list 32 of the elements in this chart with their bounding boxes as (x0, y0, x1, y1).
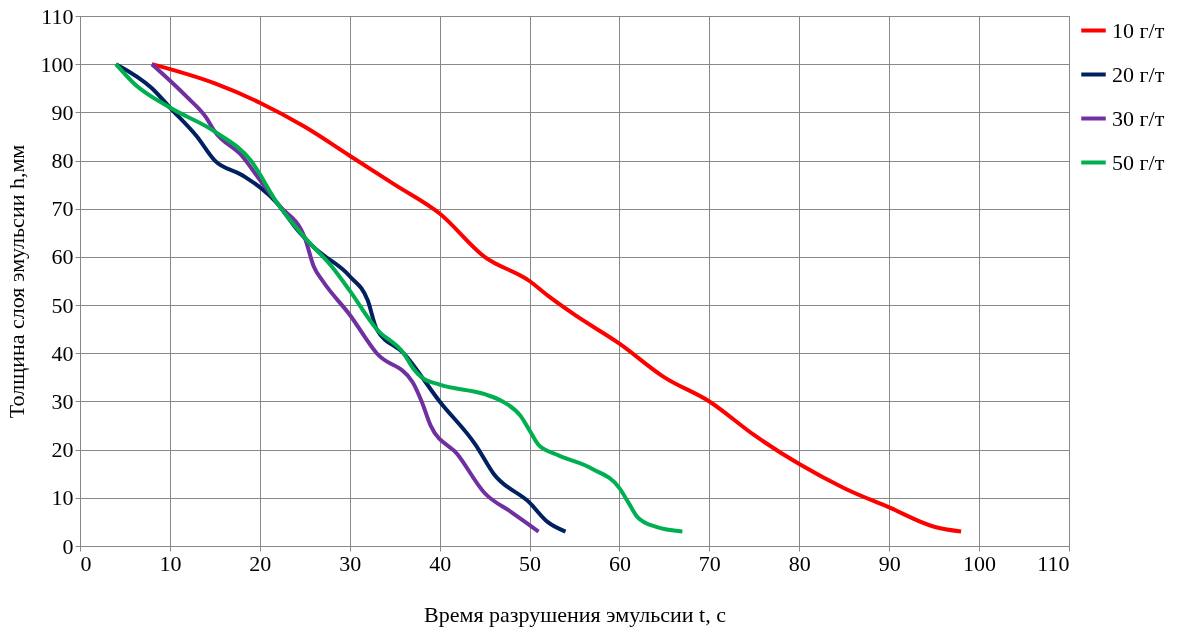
x-tick-label: 80 (788, 550, 811, 576)
x-tick-label: 110 (1037, 550, 1070, 576)
y-tick-label: 20 (51, 437, 74, 463)
x-tick-label: 30 (339, 550, 362, 576)
x-axis-title: Время разрушения эмульсии t, с (424, 601, 727, 627)
y-tick-label: 100 (40, 51, 74, 77)
x-tick-label: 10 (159, 550, 182, 576)
x-tick-label: 70 (698, 550, 721, 576)
legend-label: 50 г/т (1112, 149, 1165, 175)
y-tick-label: 30 (51, 388, 74, 414)
y-axis-title: Толщина слоя эмульсии h,мм (3, 144, 29, 419)
y-tick-label: 90 (51, 99, 74, 125)
x-tick-label: 50 (519, 550, 542, 576)
x-tick-label: 20 (249, 550, 272, 576)
x-tick-label: 100 (963, 550, 997, 576)
line-series (149, 62, 964, 534)
legend-label: 20 г/т (1112, 61, 1165, 87)
y-tick-label: 0 (62, 533, 74, 559)
y-tick-label: 10 (51, 485, 74, 511)
y-tick-label: 40 (51, 340, 74, 366)
legend-label: 30 г/т (1112, 105, 1165, 131)
x-tick-label: 40 (429, 550, 452, 576)
x-tick-label: 60 (608, 550, 631, 576)
y-tick-label: 110 (41, 3, 74, 29)
legend-label: 10 г/т (1112, 17, 1165, 43)
y-tick-label: 60 (51, 244, 74, 270)
y-tick-label: 50 (51, 292, 74, 318)
y-tick-label: 70 (51, 196, 74, 222)
y-tick-label: 80 (51, 148, 74, 174)
x-tick-label: 0 (80, 550, 92, 576)
line-series (113, 62, 685, 534)
x-tick-label: 90 (878, 550, 901, 576)
